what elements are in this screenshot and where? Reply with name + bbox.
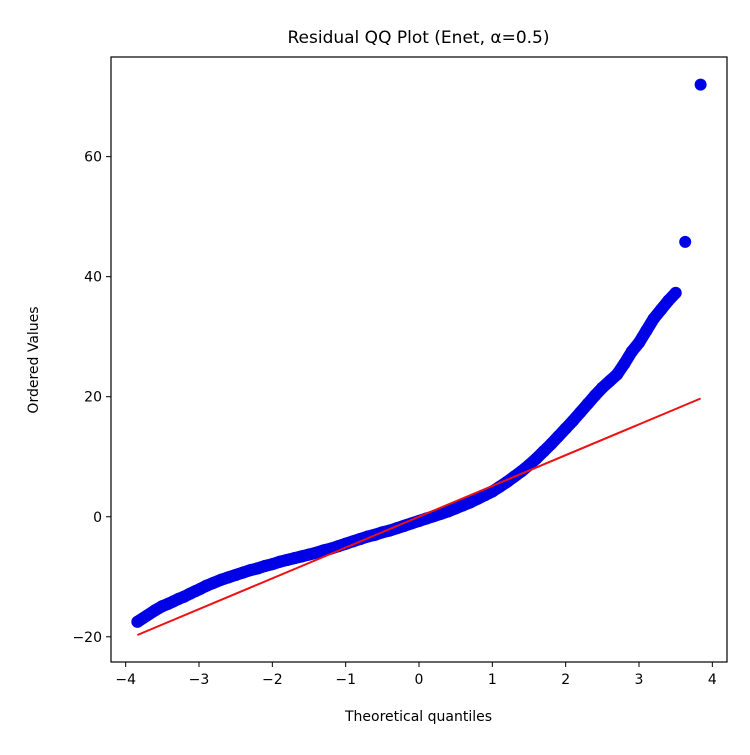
x-tick-label-4: 0 [415,672,424,688]
x-tick-label-0: −4 [115,672,136,688]
x-tick-label-2: −2 [262,672,283,688]
fit-line [137,397,701,636]
x-tick-label-6: 2 [561,672,570,688]
x-tick-label-8: 4 [708,672,717,688]
x-tick-label-7: 3 [635,672,644,688]
chart-title: Residual QQ Plot (Enet, α=0.5) [287,28,549,48]
x-tick-label-5: 1 [488,672,497,688]
y-tick-label-0: −20 [72,630,102,646]
y-tick-label-2: 20 [84,390,102,406]
y-axis-label: Ordered Values [26,306,42,413]
y-tick-label-1: 0 [93,510,102,526]
y-tick-label-4: 60 [84,150,102,166]
data-point-76 [694,78,707,91]
y-tick-label-3: 40 [84,270,102,286]
x-tick-label-1: −3 [189,672,210,688]
data-band-segment-73 [662,286,682,307]
x-axis-label: Theoretical quantiles [344,709,492,725]
data-point-75 [679,235,692,248]
plot-area: −4 −3 −2 −1 0 1 2 3 4 −20 0 20 40 60 [72,56,728,688]
x-tick-label-3: −1 [335,672,356,688]
